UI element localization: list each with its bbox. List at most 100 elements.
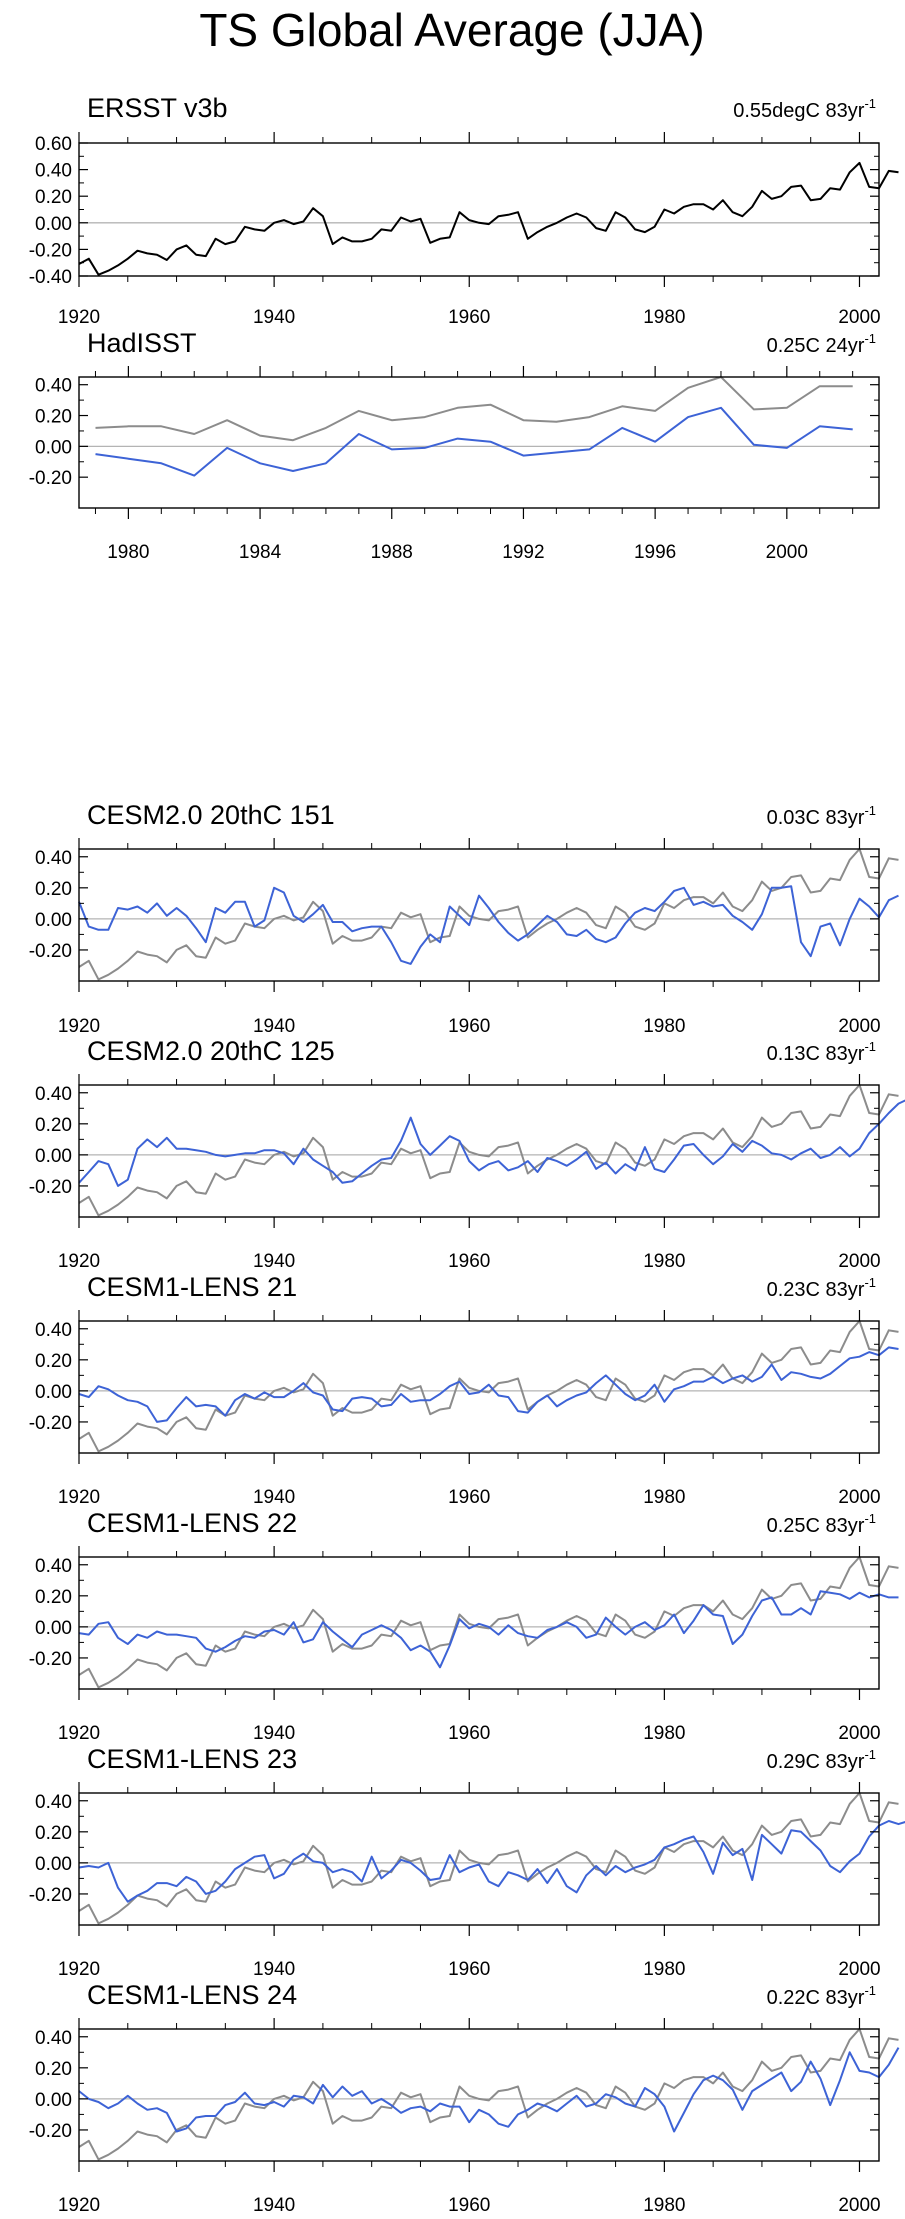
x-tick-label: 1980: [643, 2195, 685, 2216]
y-tick-label: 0.40: [35, 376, 72, 397]
y-tick-label: -0.20: [29, 240, 72, 261]
y-tick-label: -0.20: [29, 1885, 72, 1906]
y-tick-label: -0.20: [29, 1177, 72, 1198]
x-tick-label: 1920: [58, 307, 100, 328]
x-tick-label: 1940: [253, 1487, 295, 1508]
x-tick-label: 1980: [643, 307, 685, 328]
plot-frame: [78, 1320, 880, 1454]
x-tick-label: 1996: [634, 542, 676, 563]
x-tick-label: 1980: [643, 1251, 685, 1272]
series-line-reference: [95, 376, 853, 442]
x-tick-label: 1920: [58, 1723, 100, 1744]
chart-panel-3: -0.20 0.00 0.20 0.40 1920 1940 1960 1980 2000 CES…: [29, 800, 899, 1037]
series-line-reference: [78, 2028, 899, 2161]
y-tick-label: -0.20: [29, 468, 72, 489]
y-tick-label: 0.20: [35, 1115, 72, 1136]
trend-value: 0.25C 24yr: [767, 335, 865, 357]
chart-panel-8: -0.20 0.00 0.20 0.40 1920 1940 1960 1980 2000 CES…: [29, 1980, 900, 2216]
y-tick-label: 0.00: [35, 1854, 72, 1875]
y-tick-label: 0.00: [35, 910, 72, 931]
y-tick-label: 0.20: [35, 407, 72, 428]
x-tick-label: 1940: [253, 1959, 295, 1980]
series-line-reference: [78, 1556, 899, 1689]
chart-panel-4: -0.20 0.00 0.20 0.40 1920 1940 1960 1980 2000 CES…: [29, 1036, 905, 1272]
trend-label: 0.29C 83yr-1: [767, 1747, 876, 1773]
trend-unit-superscript: -1: [864, 96, 876, 111]
plot-frame: [78, 1084, 880, 1218]
plot-frame: [78, 2028, 880, 2162]
series-line-model: [95, 406, 853, 477]
chart-panel-2: -0.20 0.00 0.20 0.40 1980 1984 1988 1992 1996 200…: [29, 328, 880, 563]
y-tick-label: -0.20: [29, 941, 72, 962]
x-tick-label: 2000: [838, 2195, 880, 2216]
series-line-model: [78, 885, 899, 965]
x-tick-label: 2000: [838, 1723, 880, 1744]
trend-value: 0.22C 83yr: [767, 1987, 865, 2009]
y-tick-label: -0.40: [29, 267, 72, 288]
x-tick-label: 1920: [58, 2195, 100, 2216]
trend-label: 0.55degC 83yr-1: [733, 96, 876, 122]
trend-value: 0.03C 83yr: [767, 807, 865, 829]
y-tick-label: 0.00: [35, 214, 72, 235]
y-tick-label: 0.00: [35, 1382, 72, 1403]
x-tick-label: 1960: [448, 2195, 490, 2216]
trend-unit-superscript: -1: [864, 1983, 876, 1998]
x-tick-label: 1960: [448, 1016, 490, 1037]
x-tick-label: 1920: [58, 1016, 100, 1037]
x-tick-label: 1940: [253, 307, 295, 328]
x-tick-label: 1980: [643, 1723, 685, 1744]
trend-value: 0.29C 83yr: [767, 1751, 865, 1773]
trend-value: 0.23C 83yr: [767, 1279, 865, 1301]
x-tick-label: 1980: [643, 1016, 685, 1037]
plot-frame: [78, 848, 880, 982]
panel-title: HadISST: [87, 328, 197, 358]
trend-value: 0.55degC 83yr: [733, 100, 865, 122]
x-tick-label: 2000: [838, 1487, 880, 1508]
y-tick-label: 0.40: [35, 848, 72, 869]
panel-title: CESM1-LENS 21: [87, 1272, 297, 1302]
x-tick-label: 1980: [643, 1487, 685, 1508]
series-line-model: [78, 2047, 900, 2133]
y-tick-label: 0.40: [35, 1792, 72, 1813]
x-tick-label: 1984: [239, 542, 282, 563]
y-tick-label: 0.20: [35, 1823, 72, 1844]
x-tick-label: 1920: [58, 1251, 100, 1272]
panel-title: CESM2.0 20thC 151: [87, 800, 335, 830]
x-tick-label: 1940: [253, 1723, 295, 1744]
trend-unit-superscript: -1: [864, 803, 876, 818]
x-tick-label: 1960: [448, 1251, 490, 1272]
series-line-observed: [78, 161, 899, 276]
y-tick-label: 0.20: [35, 879, 72, 900]
trend-unit-superscript: -1: [864, 1511, 876, 1526]
x-tick-label: 1940: [253, 2195, 295, 2216]
series-line-model: [78, 1590, 899, 1669]
x-tick-label: 1940: [253, 1251, 295, 1272]
panel-title: CESM1-LENS 24: [87, 1980, 297, 2010]
y-tick-label: 0.40: [35, 161, 72, 182]
trend-value: 0.13C 83yr: [767, 1043, 865, 1065]
plot-frame: [78, 1792, 880, 1926]
trend-value: 0.25C 83yr: [767, 1515, 865, 1537]
x-tick-label: 2000: [838, 1251, 880, 1272]
trend-label: 0.25C 24yr-1: [767, 331, 876, 357]
x-tick-label: 1960: [448, 1723, 490, 1744]
series-line-reference: [78, 1792, 899, 1925]
trend-unit-superscript: -1: [864, 1039, 876, 1054]
series-line-reference: [78, 848, 899, 981]
chart-panel-1: -0.40 -0.20 0.00 0.20 0.40 0.60 1920 1940 1960 19…: [29, 93, 899, 328]
y-tick-label: 0.20: [35, 1587, 72, 1608]
y-tick-label: 0.00: [35, 437, 72, 458]
x-tick-label: 1960: [448, 1959, 490, 1980]
x-tick-label: 1960: [448, 1487, 490, 1508]
trend-label: 0.03C 83yr-1: [767, 803, 876, 829]
y-tick-label: 0.40: [35, 1084, 72, 1105]
y-tick-label: -0.20: [29, 2121, 72, 2142]
y-tick-label: 0.60: [35, 134, 72, 155]
series-line-model: [78, 1346, 899, 1423]
series-line-model: [78, 1099, 905, 1187]
x-tick-label: 2000: [838, 1959, 880, 1980]
x-tick-label: 1980: [107, 542, 149, 563]
chart-panel-5: -0.20 0.00 0.20 0.40 1920 1940 1960 1980 2000 CES…: [29, 1272, 899, 1508]
